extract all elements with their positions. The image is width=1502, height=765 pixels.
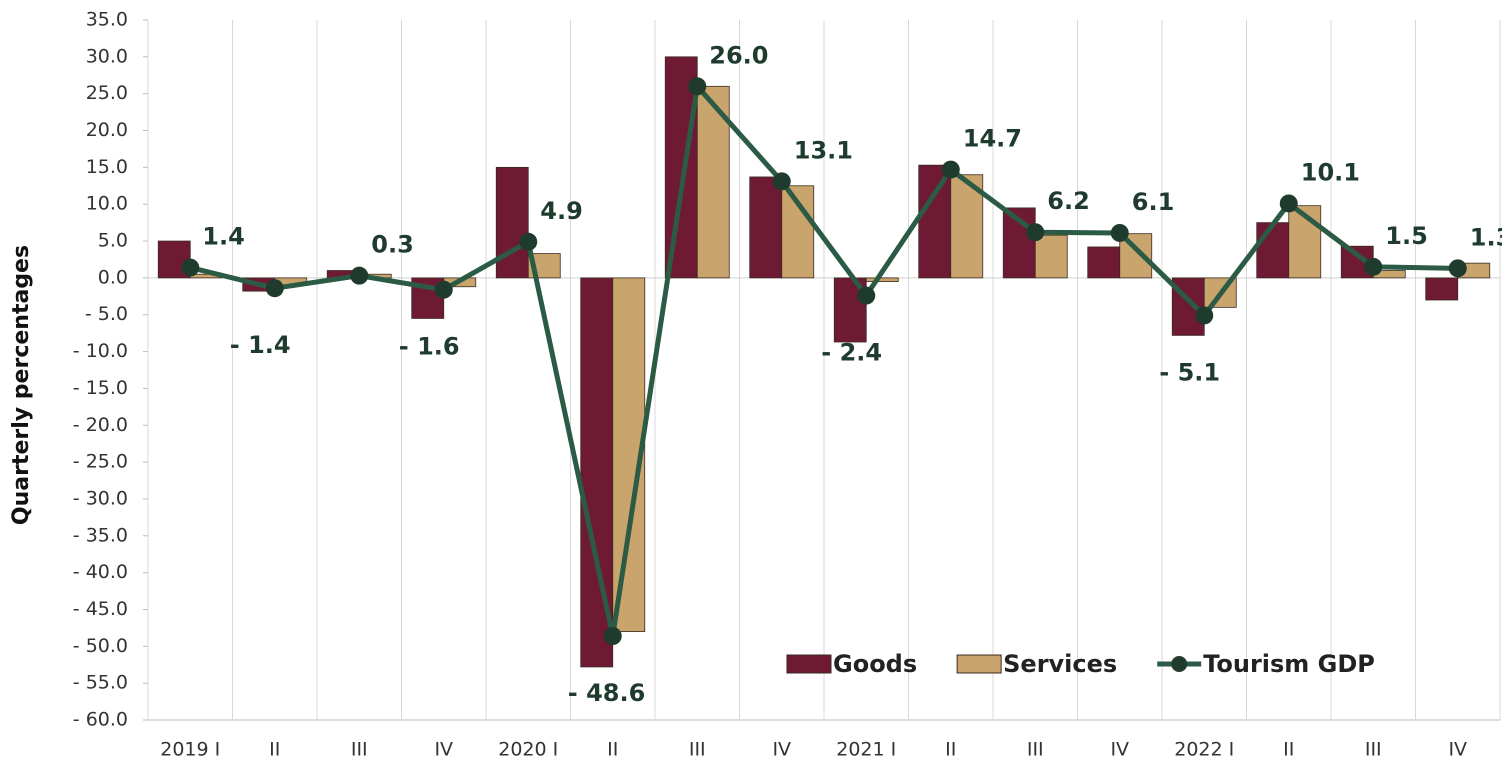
bar	[749, 176, 783, 279]
y-tick-label: - 30.0	[73, 487, 128, 509]
legend-label: Goods	[833, 650, 917, 678]
line-marker	[941, 160, 960, 179]
y-tick-label: 30.0	[86, 45, 128, 67]
line-marker	[265, 279, 284, 298]
y-tick-label: 0.0	[98, 266, 128, 288]
y-tick-label: - 40.0	[73, 561, 128, 583]
y-tick-label: - 55.0	[73, 672, 128, 694]
line-marker	[1026, 223, 1045, 242]
x-tick-label: 2019 I	[160, 739, 220, 761]
x-tick-label: 2022 I	[1174, 739, 1234, 761]
bar	[865, 277, 899, 282]
data-label: 1.5	[1385, 222, 1428, 250]
bar	[1034, 234, 1068, 279]
legend-label: Tourism GDP	[1203, 650, 1375, 678]
line-marker	[603, 627, 622, 645]
line-marker	[772, 172, 791, 191]
legend-swatch	[786, 654, 832, 674]
x-tick-label: II	[1283, 739, 1294, 761]
y-tick-label: - 10.0	[73, 340, 128, 362]
line-marker	[181, 258, 200, 277]
x-tick-label: III	[351, 739, 368, 761]
line-marker	[1279, 194, 1298, 213]
bar	[664, 56, 698, 279]
y-tick-label: 5.0	[98, 230, 128, 252]
x-tick-label: II	[945, 739, 956, 761]
line-marker	[857, 286, 876, 305]
y-tick-label: - 20.0	[73, 414, 128, 436]
data-label: 13.1	[794, 136, 853, 164]
data-label: 1.3	[1470, 223, 1502, 251]
bar	[1256, 222, 1290, 279]
data-label: 10.1	[1301, 158, 1360, 186]
line-marker	[1364, 257, 1383, 276]
data-label: 1.4	[202, 223, 245, 251]
x-tick-label: 2021 I	[836, 739, 896, 761]
line-marker	[350, 266, 369, 285]
bar	[1087, 246, 1121, 279]
data-label: - 1.4	[230, 331, 291, 359]
line-marker	[688, 77, 707, 96]
line-marker	[1110, 223, 1129, 242]
y-tick-label: - 45.0	[73, 598, 128, 620]
line-marker	[1195, 306, 1214, 325]
data-label: 26.0	[709, 41, 768, 69]
y-tick-label: 20.0	[86, 119, 128, 141]
line-marker	[434, 280, 453, 299]
y-tick-label: 25.0	[86, 82, 128, 104]
data-label: 4.9	[540, 197, 583, 225]
legend-swatch	[1171, 656, 1188, 672]
legend-label: Services	[1003, 650, 1117, 678]
x-tick-label: III	[1027, 739, 1044, 761]
y-tick-label: 35.0	[86, 9, 128, 31]
bar	[495, 166, 529, 279]
x-tick-label: III	[689, 739, 706, 761]
data-label: 6.1	[1132, 188, 1175, 216]
line-marker	[1448, 259, 1467, 278]
line-marker	[519, 232, 538, 251]
x-tick-label: 2020 I	[498, 739, 558, 761]
data-label: 6.2	[1047, 187, 1090, 215]
bar	[1002, 207, 1036, 279]
x-tick-label: IV	[1448, 739, 1467, 761]
legend-swatch	[956, 654, 1002, 674]
x-tick-label: III	[1365, 739, 1382, 761]
x-tick-label: IV	[772, 739, 791, 761]
y-tick-label: - 5.0	[85, 303, 128, 325]
x-tick-label: IV	[1110, 739, 1129, 761]
y-tick-label: - 35.0	[73, 524, 128, 546]
y-tick-label: - 15.0	[73, 377, 128, 399]
data-label: 0.3	[371, 231, 414, 259]
bar	[1425, 277, 1459, 301]
data-label: 14.7	[963, 125, 1022, 153]
x-tick-label: IV	[434, 739, 453, 761]
bar	[918, 164, 952, 279]
y-tick-label: 15.0	[86, 156, 128, 178]
y-axis-label: Quarterly percentages	[9, 245, 34, 525]
data-label: - 2.4	[821, 339, 882, 367]
line	[189, 80, 1458, 637]
data-label: - 5.1	[1159, 358, 1220, 386]
data-label: - 48.6	[568, 679, 646, 707]
y-tick-label: - 60.0	[73, 709, 128, 731]
y-tick-label: - 25.0	[73, 451, 128, 473]
x-tick-label: II	[269, 739, 280, 761]
x-tick-label: II	[607, 739, 618, 761]
y-tick-label: 10.0	[86, 193, 128, 215]
y-tick-label: - 50.0	[73, 635, 128, 657]
data-label: - 1.6	[399, 333, 460, 361]
